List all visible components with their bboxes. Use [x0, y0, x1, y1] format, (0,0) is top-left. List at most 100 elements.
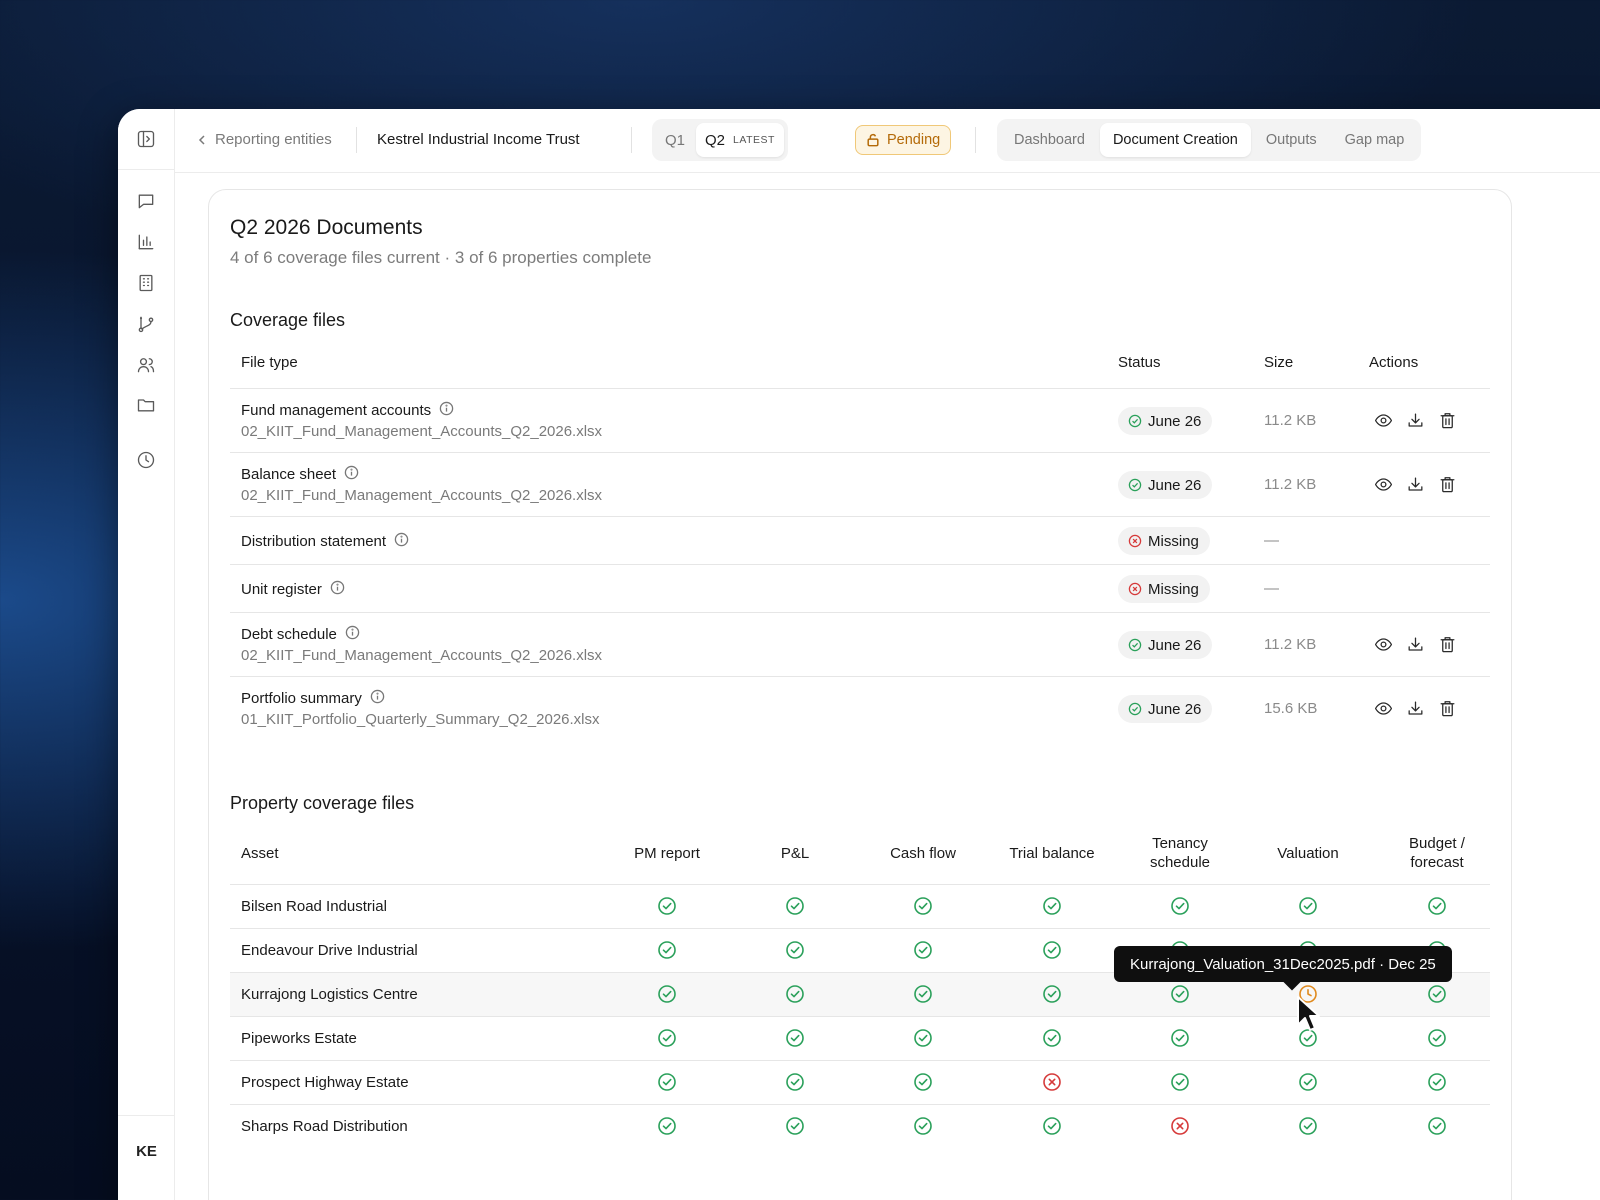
quarter-q2[interactable]: Q2 LATEST [696, 123, 784, 157]
breadcrumb-back[interactable]: Reporting entities [197, 131, 332, 148]
check-circle-icon[interactable] [1298, 896, 1318, 916]
property-row[interactable]: Kurrajong Logistics Centre [230, 972, 1490, 1016]
download-icon[interactable] [1406, 699, 1425, 723]
info-icon[interactable] [394, 532, 409, 551]
x-circle-icon[interactable] [1170, 1116, 1190, 1136]
check-circle-icon[interactable] [1042, 984, 1062, 1004]
download-icon[interactable] [1406, 635, 1425, 659]
check-circle-icon[interactable] [785, 984, 805, 1004]
property-row[interactable]: Bilsen Road Industrial [230, 884, 1490, 928]
check-circle-icon[interactable] [1298, 1116, 1318, 1136]
property-row[interactable]: Prospect Highway Estate [230, 1060, 1490, 1104]
check-circle-icon[interactable] [657, 896, 677, 916]
check-circle-icon[interactable] [1427, 1028, 1447, 1048]
check-circle-icon[interactable] [785, 1072, 805, 1092]
branch-icon[interactable] [134, 312, 158, 336]
check-circle-icon[interactable] [785, 1116, 805, 1136]
check-circle-icon[interactable] [913, 940, 933, 960]
row-actions [1374, 699, 1457, 723]
file-type-name: Unit register [241, 580, 345, 599]
view-icon[interactable] [1374, 411, 1393, 435]
file-type-name: Portfolio summary [241, 689, 385, 708]
trash-icon[interactable] [1438, 475, 1457, 499]
view-icon[interactable] [1374, 475, 1393, 499]
coverage-row[interactable]: Portfolio summary 01_KIIT_Portfolio_Quar… [230, 676, 1490, 740]
trash-icon[interactable] [1438, 699, 1457, 723]
property-col-header: Trial balance [1009, 845, 1095, 862]
check-circle-icon[interactable] [1427, 1072, 1447, 1092]
trash-icon[interactable] [1438, 635, 1457, 659]
check-circle-icon[interactable] [1170, 1028, 1190, 1048]
check-circle-icon[interactable] [785, 940, 805, 960]
check-circle-icon[interactable] [657, 1028, 677, 1048]
row-actions [1374, 411, 1457, 435]
check-circle-icon[interactable] [1170, 984, 1190, 1004]
download-icon[interactable] [1406, 411, 1425, 435]
info-icon[interactable] [345, 625, 360, 644]
col-file-type: File type [241, 354, 298, 371]
page-title: Q2 2026 Documents [230, 216, 423, 239]
tab-document-creation[interactable]: Document Creation [1099, 123, 1251, 157]
check-circle-icon[interactable] [657, 1072, 677, 1092]
users-icon[interactable] [134, 353, 158, 377]
clock-icon[interactable] [1298, 984, 1318, 1004]
info-icon[interactable] [344, 465, 359, 484]
info-icon[interactable] [370, 689, 385, 708]
valuation-tooltip: Kurrajong_Valuation_31Dec2025.pdf · Dec … [1114, 946, 1452, 982]
info-icon[interactable] [330, 580, 345, 599]
view-icon[interactable] [1374, 699, 1393, 723]
check-circle-icon[interactable] [657, 1116, 677, 1136]
check-circle-icon[interactable] [913, 1116, 933, 1136]
view-icon[interactable] [1374, 635, 1393, 659]
quarter-q1[interactable]: Q1 [665, 131, 686, 149]
check-circle-icon[interactable] [1298, 1028, 1318, 1048]
check-circle-icon[interactable] [785, 896, 805, 916]
x-circle-icon[interactable] [1042, 1072, 1062, 1092]
info-icon[interactable] [439, 401, 454, 420]
check-circle-icon [1128, 414, 1142, 428]
check-circle-icon[interactable] [1170, 896, 1190, 916]
check-circle-icon[interactable] [1427, 1116, 1447, 1136]
check-circle-icon[interactable] [913, 896, 933, 916]
check-circle-icon[interactable] [913, 1028, 933, 1048]
property-row[interactable]: Pipeworks Estate [230, 1016, 1490, 1060]
check-circle-icon[interactable] [1427, 896, 1447, 916]
check-circle-icon[interactable] [1042, 1116, 1062, 1136]
status-badge[interactable]: Pending [855, 125, 952, 155]
check-circle-icon[interactable] [913, 1072, 933, 1092]
col-size: Size [1264, 354, 1294, 371]
check-circle-icon[interactable] [1042, 896, 1062, 916]
check-circle-icon[interactable] [1042, 1028, 1062, 1048]
tab-outputs[interactable]: Outputs [1265, 132, 1317, 148]
coverage-row[interactable]: Fund management accounts 02_KIIT_Fund_Ma… [230, 388, 1490, 452]
check-circle-icon[interactable] [1042, 940, 1062, 960]
chart-icon[interactable] [134, 230, 158, 254]
coverage-row[interactable]: Debt schedule 02_KIIT_Fund_Management_Ac… [230, 612, 1490, 676]
trash-icon[interactable] [1438, 411, 1457, 435]
chat-icon[interactable] [134, 189, 158, 213]
check-circle-icon[interactable] [1427, 984, 1447, 1004]
check-circle-icon[interactable] [785, 1028, 805, 1048]
coverage-row[interactable]: Unit register Missing — [230, 564, 1490, 612]
sidebar-toggle-icon[interactable] [134, 127, 158, 151]
check-circle-icon[interactable] [657, 984, 677, 1004]
property-row[interactable]: Sharps Road Distribution [230, 1104, 1490, 1148]
tab-dashboard[interactable]: Dashboard [1014, 132, 1085, 148]
check-circle-icon[interactable] [657, 940, 677, 960]
property-col-header: Budget / forecast [1409, 835, 1465, 871]
tab-gap-map[interactable]: Gap map [1344, 132, 1405, 148]
coverage-row[interactable]: Balance sheet 02_KIIT_Fund_Management_Ac… [230, 452, 1490, 516]
check-circle-icon[interactable] [913, 984, 933, 1004]
building-icon[interactable] [134, 271, 158, 295]
history-icon[interactable] [134, 448, 158, 472]
top-bar: Reporting entities Kestrel Industrial In… [175, 109, 1600, 173]
coverage-heading: Coverage files [230, 310, 346, 330]
check-circle-icon[interactable] [1298, 1072, 1318, 1092]
folder-icon[interactable] [134, 393, 158, 417]
property-col-header: Asset [241, 845, 279, 862]
download-icon[interactable] [1406, 475, 1425, 499]
row-actions [1374, 635, 1457, 659]
user-avatar[interactable]: KE [136, 1143, 157, 1160]
check-circle-icon[interactable] [1170, 1072, 1190, 1092]
coverage-row[interactable]: Distribution statement Missing — [230, 516, 1490, 564]
